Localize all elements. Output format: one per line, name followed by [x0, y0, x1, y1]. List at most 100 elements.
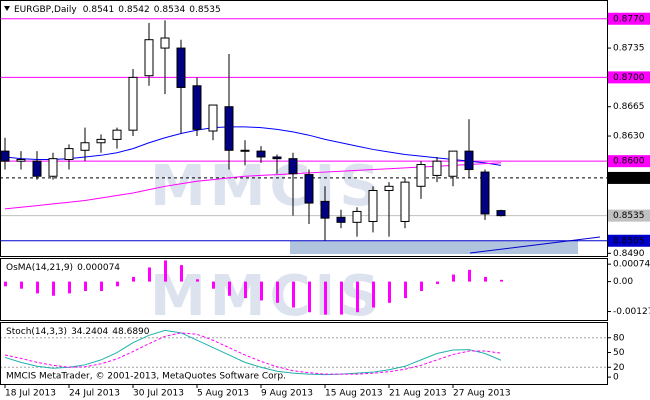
close-value: 0.8535 [189, 5, 221, 15]
x-tick-label: 5 Aug 2013 [197, 389, 249, 399]
candle-body [448, 150, 458, 177]
histogram-bar [36, 281, 39, 294]
level-label: 0.8600 [613, 157, 645, 167]
y-tick-label: 20 [613, 363, 625, 373]
histogram-bar [324, 281, 327, 315]
y-tick-label: 0.8630 [613, 132, 645, 142]
candle-body [208, 104, 218, 132]
level-label: 0.8700 [613, 73, 645, 83]
candle-body [64, 148, 74, 160]
candle-body [0, 150, 10, 162]
candle-body [144, 39, 154, 77]
footer: MMCIS MetaTrader, © 2001-2013, MetaQuote… [6, 372, 286, 382]
candle-body [304, 174, 314, 204]
series-line [4, 126, 502, 166]
stoch-header: Stoch(14,3,3) 34.2404 48.6890 [6, 327, 150, 337]
candle-body [16, 158, 26, 162]
x-tick-label: 21 Aug 2013 [389, 389, 447, 399]
pane-border [0, 0, 608, 257]
candle-body [272, 156, 282, 160]
candle-body [80, 142, 90, 151]
level-label-bg [608, 71, 650, 84]
level-label-bg [608, 155, 650, 168]
y-tick-label: 0.000741 [613, 260, 650, 270]
y-tick-label: 0.8735 [613, 44, 645, 54]
menu-icon [4, 6, 10, 11]
main-header: EURGBP,Daily 0.8541 0.8542 0.8534 0.8535 [14, 5, 221, 15]
histogram-bar [84, 281, 87, 292]
candle-body [416, 164, 426, 187]
candle-body [96, 138, 106, 144]
histogram-bar [260, 281, 263, 301]
histogram-bar [164, 260, 167, 282]
candle-body [192, 85, 202, 130]
level-label-bg [608, 209, 650, 222]
candle-body [224, 106, 234, 151]
y-tick-label: 80 [613, 333, 625, 343]
histogram-bar [404, 281, 407, 299]
candle-body [496, 210, 506, 217]
level-label-bg [608, 234, 650, 247]
pane-border [0, 258, 608, 321]
histogram-bar [308, 281, 311, 313]
candle-body [288, 158, 298, 175]
y-tick-label: -0.00127 [613, 307, 650, 317]
candle-body [320, 200, 330, 219]
trend-line [469, 236, 601, 254]
watermark: MMCIS [150, 154, 384, 219]
x-tick-label: 18 Jul 2013 [5, 389, 56, 399]
candle-body [368, 189, 378, 222]
histogram-bar [244, 281, 247, 299]
high-value: 0.8542 [118, 5, 150, 15]
y-tick-label: 0.8665 [613, 102, 645, 112]
level-label: 0.8505 [613, 236, 645, 246]
y-tick-label: 0 [613, 373, 619, 383]
level-label-bg [608, 12, 650, 25]
level-label: 0.8580 [613, 173, 645, 183]
histogram-bar [436, 281, 439, 284]
x-tick-label: 30 Jul 2013 [133, 389, 184, 399]
open-value: 0.8541 [83, 5, 115, 15]
candle-body [240, 149, 250, 152]
histogram-bar [68, 281, 71, 294]
range-box [290, 241, 578, 254]
histogram-bar [116, 281, 119, 287]
y-tick-label: 0.8490 [613, 249, 645, 259]
histogram-bar [292, 281, 295, 308]
histogram-bar [100, 281, 103, 292]
plot [0, 18, 607, 376]
histogram-bar [4, 281, 7, 287]
histogram-bar [228, 281, 231, 296]
histogram-bar [484, 276, 487, 282]
histogram-bar [20, 281, 23, 289]
candle-body [256, 150, 266, 158]
candle-body [160, 37, 170, 49]
indicator-value: 48.6890 [112, 327, 149, 337]
series-line [4, 332, 502, 375]
x-tick-label: 15 Aug 2013 [325, 389, 383, 399]
indicator-name: OsMA(14,21,9) [6, 263, 73, 273]
indicator-value: 34.2404 [71, 327, 108, 337]
low-value: 0.8534 [154, 5, 186, 15]
histogram-bar [356, 281, 359, 313]
level-label: 0.8770 [613, 14, 645, 24]
histogram-bar [340, 281, 343, 315]
symbol: EURGBP,Daily [14, 5, 77, 15]
level-label-bg [608, 171, 650, 184]
candle-body [128, 76, 138, 131]
candle-body [480, 171, 490, 215]
y-tick-label: 0.00 [613, 277, 633, 287]
histogram-bar [500, 279, 503, 282]
x-tick-label: 9 Aug 2013 [261, 389, 313, 399]
histogram-bar [52, 281, 55, 296]
histogram-bar [468, 269, 471, 282]
histogram-bar [276, 281, 279, 303]
candle-body [336, 216, 346, 223]
histogram-bar [180, 265, 183, 282]
series-line [4, 329, 502, 376]
histogram-bar [388, 281, 391, 303]
histogram-bar [212, 281, 215, 289]
osma-header: OsMA(14,21,9) 0.000074 [6, 263, 120, 273]
histogram-bar [132, 276, 135, 282]
level-label: 0.8535 [613, 211, 645, 221]
